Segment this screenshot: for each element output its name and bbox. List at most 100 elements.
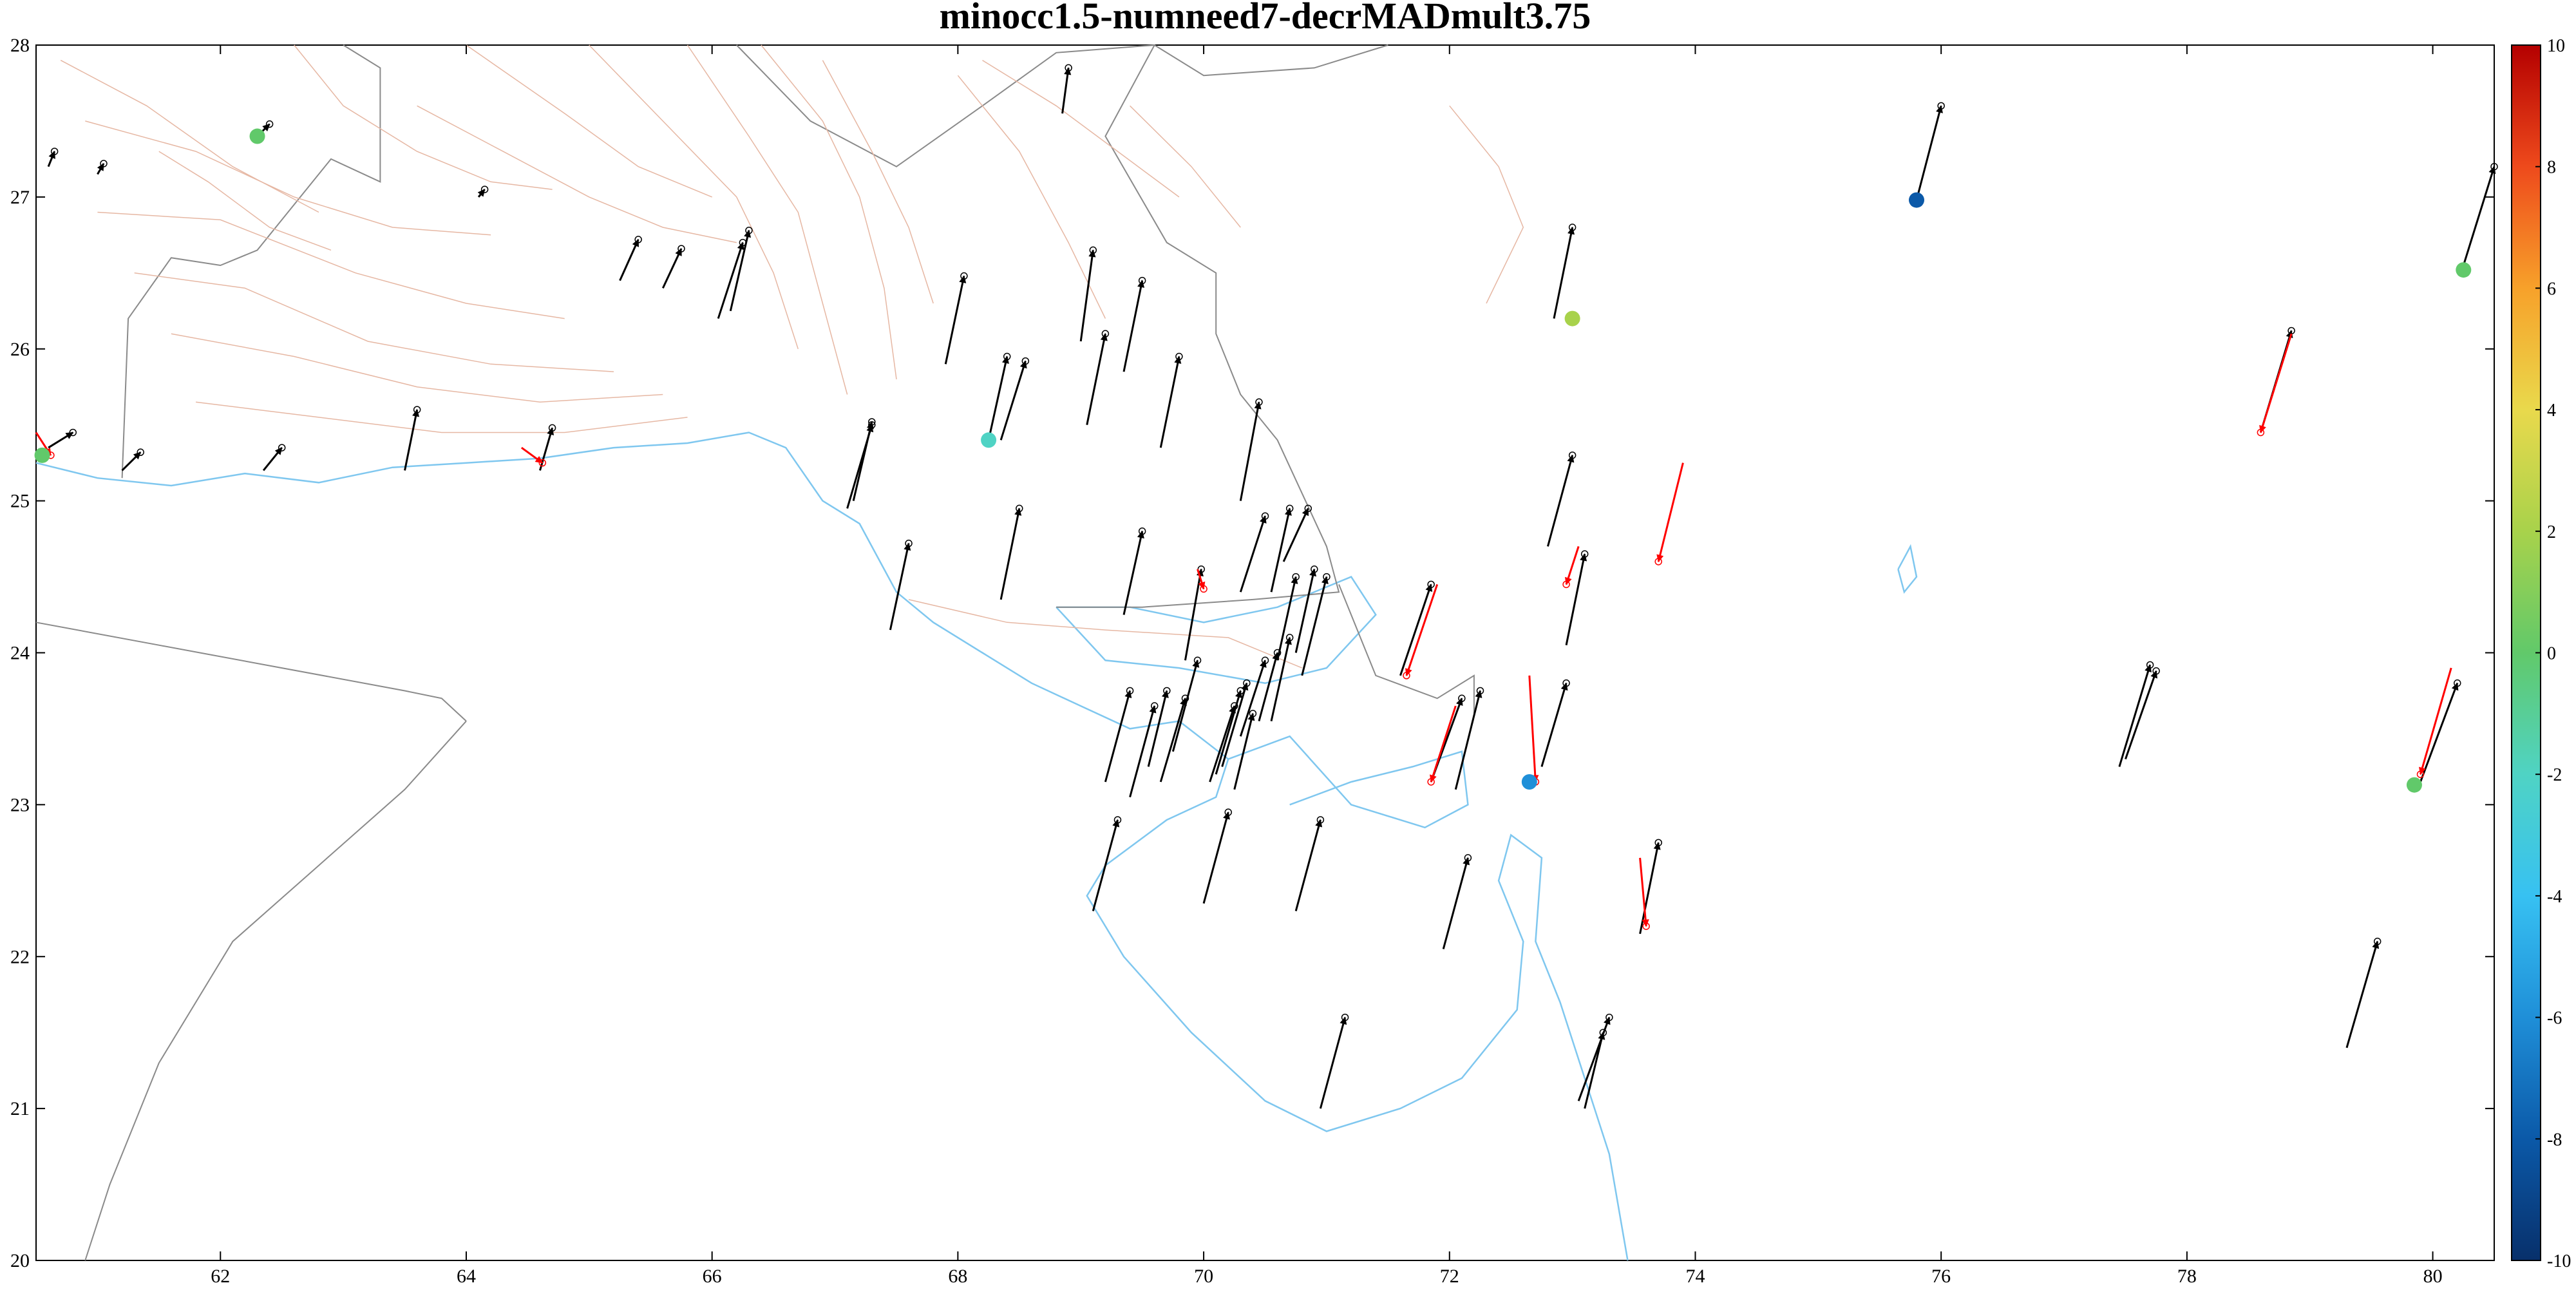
fault-16 bbox=[908, 599, 1303, 669]
border-2 bbox=[1056, 44, 1340, 608]
velocity-arrow-27 bbox=[1129, 705, 1156, 797]
velocity-arrow-66-ellipse bbox=[2453, 679, 2461, 687]
velocity-arrow-37-ellipse bbox=[1285, 634, 1294, 641]
velocity-arrow-38-ellipse bbox=[1292, 573, 1300, 581]
velocity-arrow-60 bbox=[1639, 842, 1660, 935]
y-tick-label-4: 24 bbox=[10, 643, 30, 664]
fault-1 bbox=[85, 120, 491, 236]
border-0 bbox=[121, 44, 381, 479]
velocity-arrow-21-ellipse bbox=[1089, 246, 1097, 254]
velocity-arrow-62-ellipse bbox=[2146, 661, 2154, 669]
point-layer bbox=[34, 128, 2472, 793]
colorbar-tick-label-8: 6 bbox=[2547, 279, 2556, 299]
fault-3 bbox=[134, 272, 614, 372]
residual-arrow-6 bbox=[1657, 462, 1684, 562]
fault-7 bbox=[466, 44, 712, 198]
velocity-arrow-55 bbox=[1565, 553, 1586, 646]
colorbar-tick-label-3: -4 bbox=[2547, 887, 2562, 907]
y-tick-label-3: 23 bbox=[10, 794, 30, 815]
border-1 bbox=[736, 44, 1388, 167]
x-tick-label-1: 64 bbox=[457, 1266, 476, 1287]
velocity-arrow-40-ellipse bbox=[1323, 573, 1331, 581]
velocity-arrow-3-ellipse bbox=[137, 448, 144, 456]
velocity-arrow-22 bbox=[1086, 333, 1106, 425]
chart-title: minocc1.5-numneed7-decrMADmult3.75 bbox=[940, 0, 1591, 37]
velocity-arrow-23 bbox=[1122, 531, 1144, 615]
colorbar-tick-label-2: -6 bbox=[2547, 1009, 2562, 1029]
velocity-arrow-22-ellipse bbox=[1101, 330, 1110, 337]
x-tick-label-2: 66 bbox=[703, 1266, 722, 1287]
basemap-layer bbox=[35, 44, 1918, 1261]
y-tick-label-5: 25 bbox=[10, 491, 30, 512]
velocity-arrow-54-ellipse bbox=[1562, 679, 1570, 687]
y-tick-label-6: 26 bbox=[10, 339, 30, 360]
border-5 bbox=[84, 720, 467, 1261]
coastline bbox=[35, 432, 1629, 1261]
velocity-arrow-51 bbox=[1454, 690, 1481, 790]
velocity-arrow-54 bbox=[1540, 683, 1567, 767]
velocity-arrow-19-ellipse bbox=[1016, 504, 1023, 513]
residual-arrow-8 bbox=[2259, 333, 2293, 433]
velocity-arrow-15 bbox=[889, 543, 910, 631]
residual-arrow-4-ellipse bbox=[1427, 778, 1435, 786]
velocity-arrow-41-ellipse bbox=[1285, 504, 1294, 513]
velocity-arrow-50 bbox=[1319, 1017, 1347, 1109]
colorbar-tick-label-0: -10 bbox=[2547, 1251, 2571, 1271]
velocity-arrow-34-ellipse bbox=[1243, 679, 1251, 687]
velocity-arrow-48 bbox=[1294, 819, 1321, 911]
velocity-arrow-47 bbox=[1202, 812, 1229, 904]
station-point-5 bbox=[2456, 262, 2472, 278]
velocity-arrow-12 bbox=[729, 230, 750, 312]
lake-outline bbox=[1897, 544, 1918, 594]
colorbar-tick-label-10: 10 bbox=[2547, 36, 2565, 56]
axis-ticks: 62 64 66 68 70 72 74 76 78 80 20 21 22 23 24 25 26 27 28 bbox=[10, 35, 2494, 1287]
fault-2 bbox=[97, 211, 565, 319]
velocity-arrow-6 bbox=[404, 409, 419, 471]
velocity-arrow-66 bbox=[2420, 683, 2459, 783]
velocity-arrow-2-ellipse bbox=[100, 160, 108, 167]
border-3 bbox=[1338, 584, 1475, 714]
residual-arrow-9 bbox=[2420, 667, 2452, 775]
velocity-arrow-25-ellipse bbox=[1175, 352, 1183, 361]
velocity-arrow-20 bbox=[1061, 68, 1070, 114]
velocity-arrow-29-ellipse bbox=[1181, 694, 1189, 703]
velocity-arrow-55-ellipse bbox=[1580, 550, 1589, 558]
colorbar-tick-label-7: 4 bbox=[2547, 401, 2556, 421]
velocity-arrow-38 bbox=[1276, 576, 1297, 661]
velocity-arrow-20-ellipse bbox=[1065, 64, 1072, 72]
velocity-arrow-59-ellipse bbox=[1605, 1013, 1613, 1021]
velocity-arrow-10-ellipse bbox=[677, 245, 685, 252]
velocity-arrow-11 bbox=[717, 242, 744, 319]
velocity-arrow-24 bbox=[1122, 280, 1144, 372]
colorbar-tick-label-6: 2 bbox=[2547, 522, 2556, 542]
x-tick-label-5: 72 bbox=[1440, 1266, 1459, 1287]
velocity-arrow-24-ellipse bbox=[1138, 276, 1146, 285]
residual-arrow-4 bbox=[1430, 705, 1457, 783]
velocity-arrow-31 bbox=[1184, 569, 1202, 661]
velocity-arrow-27-ellipse bbox=[1150, 702, 1159, 710]
velocity-arrow-41 bbox=[1270, 508, 1291, 593]
velocity-arrow-56-ellipse bbox=[1568, 451, 1577, 459]
fault-6 bbox=[417, 105, 737, 243]
velocity-arrow-7-ellipse bbox=[480, 185, 489, 193]
velocity-arrow-39 bbox=[1294, 569, 1316, 653]
velocity-arrow-19 bbox=[999, 508, 1021, 600]
velocity-arrow-36 bbox=[1258, 652, 1279, 722]
velocity-arrow-17 bbox=[987, 356, 1009, 441]
colorbar: -10 -8 -6 -4 -2 0 2 4 6 8 10 bbox=[2511, 36, 2571, 1271]
velocity-arrow-23-ellipse bbox=[1138, 527, 1146, 535]
velocity-arrow-9-ellipse bbox=[634, 236, 642, 243]
fault-4 bbox=[171, 333, 663, 403]
station-point-7 bbox=[2406, 777, 2422, 793]
velocity-arrow-30 bbox=[1171, 660, 1198, 752]
velocity-arrow-47-ellipse bbox=[1224, 808, 1232, 816]
residual-arrow-10-ellipse bbox=[1562, 580, 1570, 589]
residual-arrow-7-ellipse bbox=[1642, 922, 1650, 930]
x-tick-label-4: 70 bbox=[1194, 1266, 1213, 1287]
velocity-arrow-1-ellipse bbox=[50, 147, 59, 155]
colorbar-tick-label-5: 0 bbox=[2547, 644, 2556, 664]
velocity-arrow-42-ellipse bbox=[1304, 504, 1312, 513]
velocity-arrow-18 bbox=[999, 361, 1027, 441]
fault-10 bbox=[761, 44, 897, 380]
